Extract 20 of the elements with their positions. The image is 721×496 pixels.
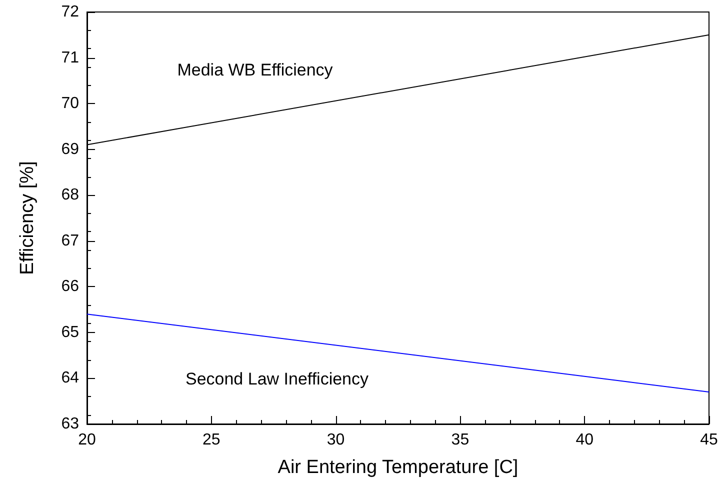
- x-tick-label: 35: [451, 432, 470, 448]
- y-tick-label: 64: [61, 370, 80, 387]
- annotation: Media WB Efficiency: [177, 60, 334, 80]
- y-tick-label: 68: [61, 186, 80, 204]
- y-tick-label: 69: [61, 140, 80, 158]
- y-tick-label: 72: [61, 4, 80, 20]
- y-tick-label: 66: [61, 278, 80, 296]
- x-tick-label: 25: [202, 432, 220, 448]
- annotation: Second Law Inefficiency: [185, 370, 370, 388]
- x-tick-label: 30: [326, 432, 345, 448]
- x-tick-label: 20: [78, 432, 96, 448]
- y-tick-label: 67: [61, 232, 80, 250]
- x-tick-label: 45: [700, 432, 718, 448]
- y-tick-label: 70: [61, 95, 80, 112]
- x-axis-title: Air Entering Temperature [C]: [278, 457, 518, 478]
- y-tick-label: 71: [61, 49, 80, 66]
- y-axis-title: Efficiency [%]: [17, 161, 38, 275]
- y-tick-label: 63: [61, 416, 80, 432]
- y-tick-label: 65: [61, 324, 80, 341]
- x-tick-label: 40: [576, 432, 594, 448]
